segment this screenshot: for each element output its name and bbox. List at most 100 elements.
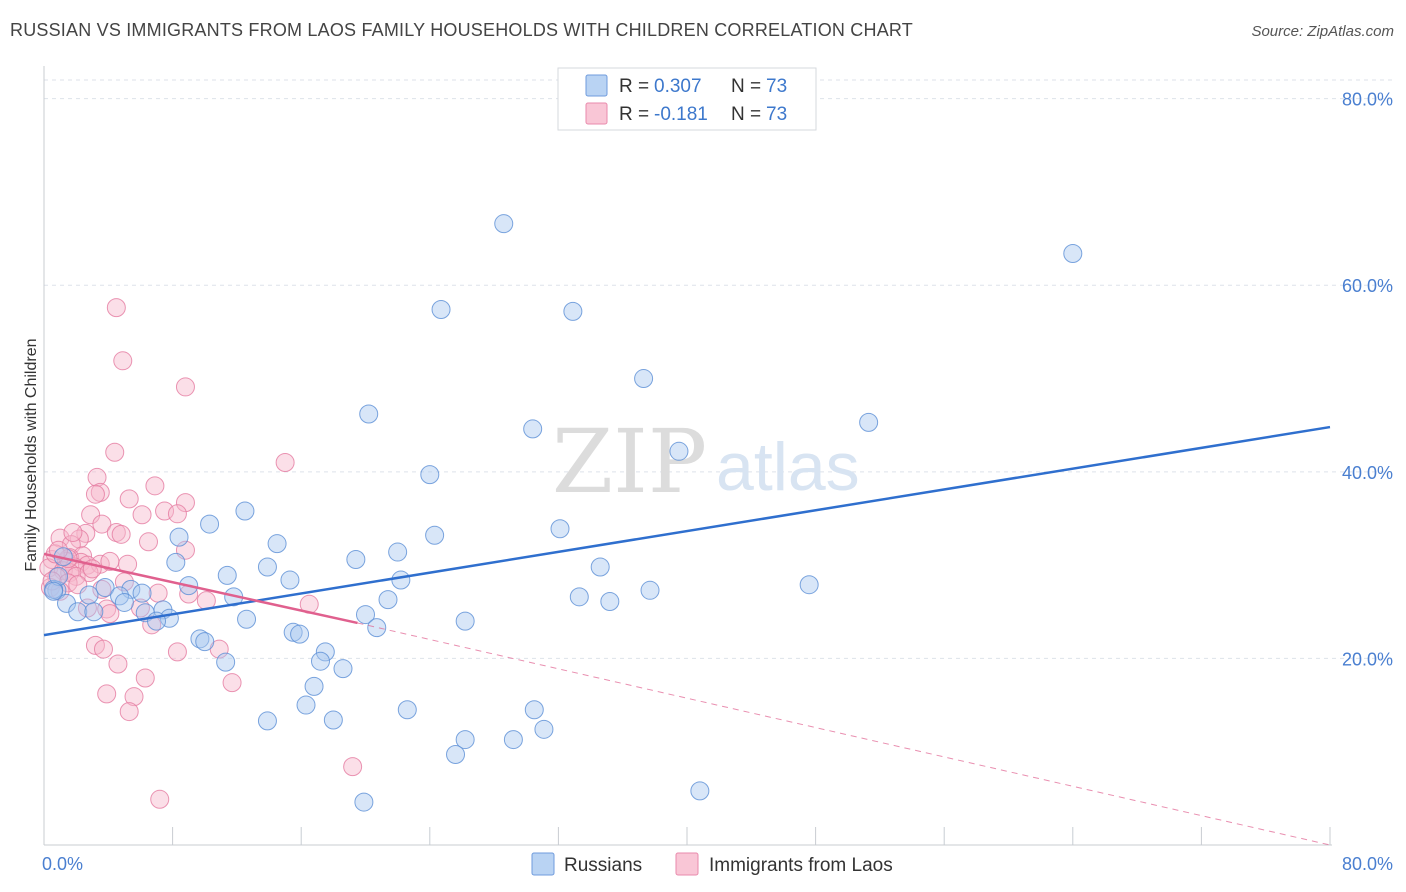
x-tick-label-min: 0.0% [42, 854, 83, 874]
laos-point [148, 583, 168, 603]
russians-point [378, 590, 398, 610]
russians-point [391, 570, 411, 590]
y-axis-label: Family Households with Children [23, 339, 40, 572]
russians-point [859, 412, 879, 432]
russians-point [600, 592, 620, 612]
russians-point [296, 695, 316, 715]
y-tick-labels: 20.0% 40.0% 60.0% 80.0% [1342, 90, 1393, 670]
laos-point [138, 532, 158, 552]
russians-point [455, 730, 475, 750]
laos-point [124, 687, 144, 707]
laos-point [222, 673, 242, 693]
laos-point [113, 351, 133, 371]
x-tick-labels: 0.0% 80.0% [42, 854, 1393, 874]
russians-point [640, 580, 660, 600]
russians-point [323, 710, 343, 730]
russians-point [257, 711, 277, 731]
russians-point [420, 465, 440, 485]
watermark-atlas: atlas [716, 429, 860, 505]
laos-point [343, 757, 363, 777]
russians-point [68, 602, 88, 622]
laos-point [48, 540, 68, 560]
legend-n-label-1: N = [731, 76, 761, 97]
russians-point [79, 585, 99, 605]
russians-point [431, 300, 451, 319]
russians-point [354, 792, 374, 812]
russians-point [397, 700, 417, 720]
legend-swatch-laos [585, 102, 608, 125]
russians-point [590, 557, 610, 577]
chart-title: RUSSIAN VS IMMIGRANTS FROM LAOS FAMILY H… [10, 20, 913, 40]
laos-point [97, 684, 117, 704]
russians-point [237, 609, 257, 629]
laos-trend-line [43, 552, 358, 625]
source-label: Source: ZipAtlas.com [1251, 23, 1394, 40]
russians-point [425, 525, 445, 545]
y-tick-label: 40.0% [1342, 463, 1393, 483]
legend-swatch-russians [585, 74, 608, 97]
laos-point [111, 524, 131, 544]
russians-point [304, 676, 324, 696]
russians-point [534, 719, 554, 739]
laos-point [119, 702, 139, 722]
russians-point [310, 651, 330, 671]
laos-point [105, 442, 125, 462]
legend-r-label-1: R = [619, 76, 649, 97]
russians-point [95, 578, 115, 598]
laos-point [63, 522, 83, 542]
russians-point [550, 519, 570, 539]
laos-point [100, 551, 120, 571]
legend-n-value-1: 73 [766, 76, 787, 97]
russians-point [563, 301, 583, 321]
top-legend: R = 0.307 N = 73 R = -0.181 N = 73 [557, 67, 817, 131]
watermark: ZIP atlas [552, 410, 860, 513]
russians-point [690, 781, 710, 801]
bottom-legend: Russians Immigrants from Laos [531, 852, 893, 876]
russians-point [333, 659, 353, 679]
trend-lines [43, 425, 1331, 846]
y-tick-label: 80.0% [1342, 90, 1393, 110]
bottom-legend-laos: Immigrants from Laos [709, 855, 893, 876]
russians-point [346, 550, 366, 570]
laos-point [92, 579, 112, 599]
laos-point [85, 484, 105, 504]
laos-point [92, 514, 112, 534]
russians-point [169, 527, 189, 547]
russians-point [290, 624, 310, 644]
russians-point [166, 552, 186, 572]
russians-point [267, 534, 287, 554]
russians-point [235, 501, 255, 521]
axes [43, 66, 1332, 846]
laos-point [50, 528, 70, 548]
laos-point [87, 467, 107, 487]
russians-point [1063, 244, 1083, 264]
y-tick-label: 60.0% [1342, 276, 1393, 296]
russians-point [799, 575, 819, 595]
laos-point [119, 489, 139, 509]
russians-point [114, 592, 134, 612]
russians-point [388, 542, 408, 562]
russians-point [216, 652, 236, 672]
x-tick-label-max: 80.0% [1342, 854, 1393, 874]
russians-point [195, 632, 215, 652]
laos-point [175, 377, 195, 397]
russians-point [669, 441, 689, 461]
legend-r-value-1: 0.307 [654, 76, 702, 97]
russians-point [523, 419, 543, 439]
laos-point [132, 505, 152, 525]
russians-point [257, 557, 277, 577]
laos-point [167, 504, 187, 524]
russians-point [280, 570, 300, 590]
laos-point [108, 654, 128, 674]
laos-point [275, 453, 295, 472]
russians-point [524, 700, 544, 720]
legend-n-value-2: 73 [766, 104, 787, 125]
laos-point [145, 476, 165, 496]
russians-point [110, 586, 130, 606]
legend-r-value-2: -0.181 [654, 104, 708, 125]
grid-lines [44, 79, 1392, 659]
russians-point [84, 602, 104, 622]
laos-point [106, 298, 126, 318]
russians-point [359, 404, 379, 424]
